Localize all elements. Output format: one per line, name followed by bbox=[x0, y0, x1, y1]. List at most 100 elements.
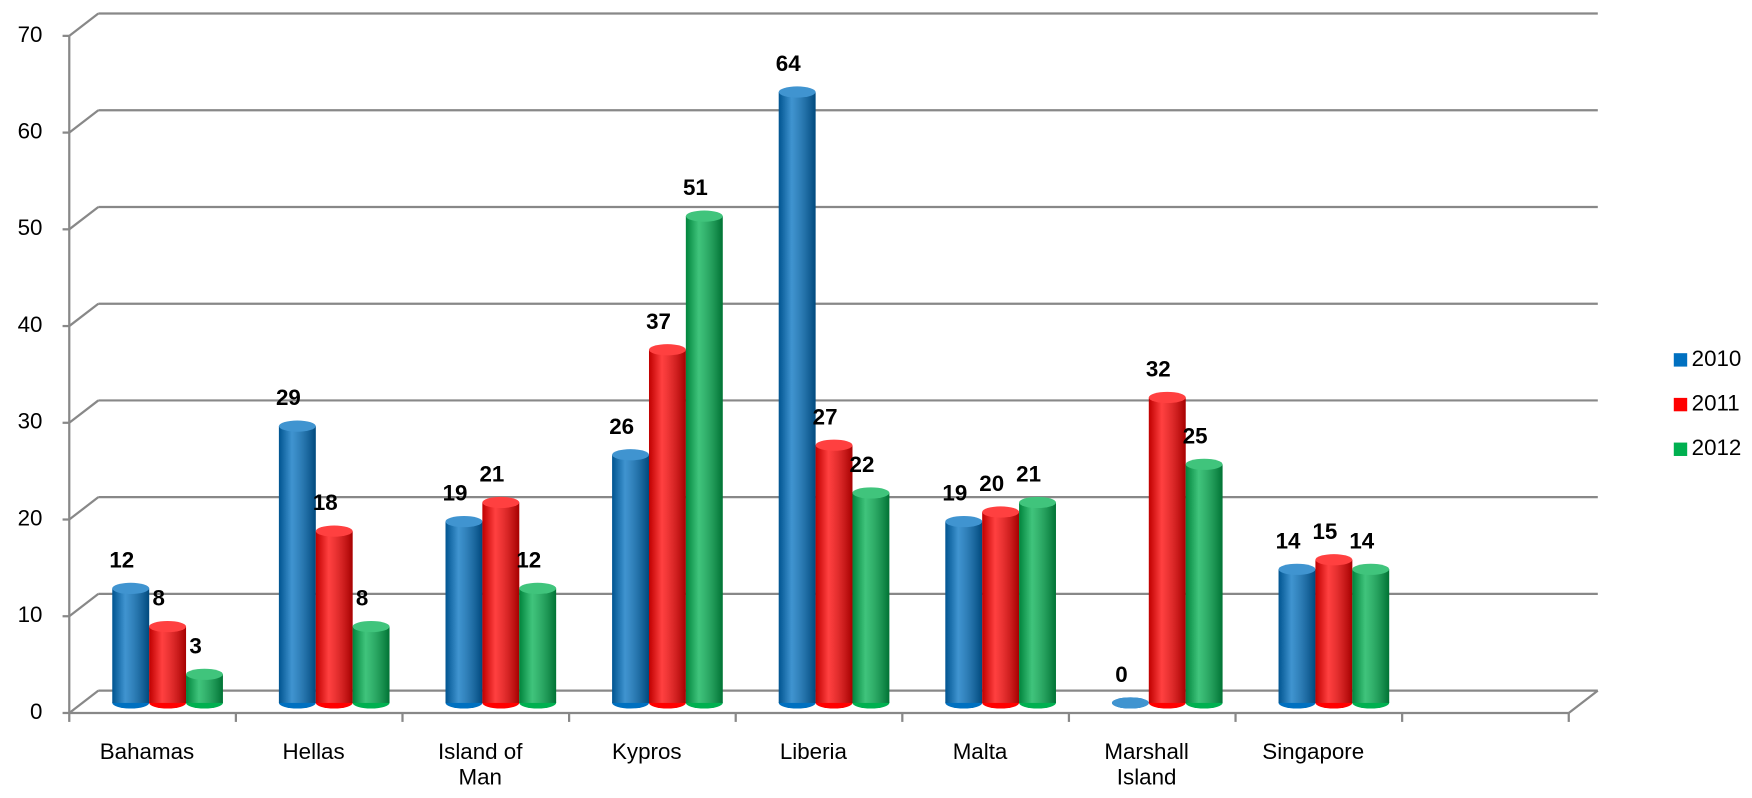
data-label: 27 bbox=[813, 404, 838, 429]
bar-shading bbox=[1315, 559, 1353, 703]
data-label: 29 bbox=[276, 385, 301, 410]
bar-shading bbox=[1019, 502, 1056, 703]
legend-swatch bbox=[1673, 442, 1688, 456]
bar-top bbox=[648, 344, 686, 356]
bar-top bbox=[945, 515, 983, 528]
bar-shading bbox=[519, 588, 557, 703]
data-label: 21 bbox=[479, 462, 504, 487]
grid-depth bbox=[68, 206, 100, 231]
bar-top bbox=[315, 525, 353, 537]
bar bbox=[1315, 554, 1353, 709]
bar bbox=[1111, 697, 1149, 709]
x-tick-label: Marshall Island bbox=[1104, 739, 1189, 791]
grid-depth bbox=[68, 109, 100, 134]
legend-label: 2010 bbox=[1692, 346, 1742, 371]
bar-top bbox=[1111, 697, 1149, 709]
grid-depth bbox=[68, 399, 100, 424]
grid-depth bbox=[68, 302, 100, 327]
data-label: 26 bbox=[609, 414, 634, 439]
bar-top bbox=[778, 86, 816, 98]
x-label-box: Bahamas bbox=[99, 739, 195, 765]
bar bbox=[519, 582, 557, 709]
bar-shading bbox=[315, 531, 353, 703]
y-tick-label: 10 bbox=[18, 602, 43, 627]
x-tick-label: Liberia bbox=[779, 739, 847, 765]
y-tick-label: 60 bbox=[18, 118, 43, 143]
y-tick-label: 20 bbox=[18, 505, 43, 530]
data-label: 8 bbox=[152, 586, 164, 611]
grid-depth bbox=[68, 12, 100, 37]
legend-label: 2012 bbox=[1692, 435, 1742, 460]
bar-shading bbox=[278, 426, 316, 703]
data-label: 25 bbox=[1183, 423, 1208, 448]
data-label: 37 bbox=[646, 309, 671, 334]
data-label: 18 bbox=[313, 490, 338, 515]
bar-top bbox=[519, 582, 557, 594]
floor-edge bbox=[1568, 689, 1599, 714]
bar bbox=[278, 420, 316, 709]
x-tick-label: Bahamas bbox=[99, 739, 195, 765]
bar bbox=[945, 515, 983, 709]
bar-top bbox=[1019, 496, 1056, 509]
bar-top bbox=[149, 620, 187, 633]
bar bbox=[612, 449, 649, 709]
x-tick-label: Malta bbox=[952, 739, 1008, 765]
bar-top bbox=[1185, 458, 1223, 470]
bar-shading bbox=[352, 626, 390, 703]
x-label-box: Kypros bbox=[612, 739, 682, 765]
data-label: 19 bbox=[443, 481, 468, 506]
bar bbox=[1185, 458, 1223, 709]
x-tick-label: Singapore bbox=[1262, 739, 1365, 765]
bar bbox=[315, 525, 353, 709]
data-label: 20 bbox=[979, 471, 1004, 496]
bar-shading bbox=[815, 445, 853, 703]
bar bbox=[352, 620, 390, 709]
bar bbox=[815, 439, 853, 709]
x-tick-label: Island of Man bbox=[437, 739, 523, 791]
x-tick-label: Kypros bbox=[612, 739, 682, 765]
bar-shading bbox=[852, 492, 890, 703]
data-label: 21 bbox=[1016, 462, 1041, 487]
bar bbox=[1278, 563, 1316, 709]
data-label: 19 bbox=[942, 481, 967, 506]
bar-top bbox=[852, 487, 890, 499]
data-label: 0 bbox=[1115, 662, 1127, 687]
grid-depth bbox=[68, 689, 100, 714]
y-tick-label: 0 bbox=[30, 699, 42, 724]
bar-shading bbox=[1352, 569, 1390, 703]
bar-top bbox=[1315, 554, 1353, 566]
bar-top bbox=[482, 496, 520, 509]
bar-shading bbox=[1185, 464, 1223, 703]
bar-top bbox=[352, 620, 390, 633]
bar-top bbox=[982, 506, 1020, 518]
legend-swatch bbox=[1673, 353, 1688, 367]
x-tick-label: Hellas bbox=[282, 739, 345, 765]
bar bbox=[149, 620, 187, 709]
y-tick-label: 70 bbox=[18, 22, 43, 47]
bar-top bbox=[186, 668, 223, 680]
bar bbox=[112, 582, 150, 709]
data-label: 3 bbox=[189, 633, 201, 658]
y-tick-label: 50 bbox=[18, 215, 43, 240]
bar-top bbox=[1148, 391, 1186, 404]
data-label: 32 bbox=[1146, 357, 1171, 382]
x-label-box: Hellas bbox=[282, 739, 345, 765]
bar bbox=[445, 515, 483, 709]
bar bbox=[982, 506, 1020, 709]
bar-shading bbox=[112, 588, 150, 703]
data-label: 22 bbox=[850, 452, 875, 477]
bar-shading bbox=[778, 92, 816, 703]
data-label: 12 bbox=[516, 547, 541, 572]
bar-top bbox=[445, 515, 483, 528]
bar-top bbox=[685, 210, 723, 222]
x-label-box: Singapore bbox=[1262, 739, 1365, 765]
bar-shading bbox=[982, 512, 1020, 703]
data-label: 64 bbox=[776, 51, 801, 76]
x-label-box: Liberia bbox=[779, 739, 847, 765]
bar bbox=[852, 487, 890, 709]
bar-shading bbox=[1278, 569, 1316, 703]
bar bbox=[1352, 563, 1390, 709]
bar-top bbox=[1278, 563, 1316, 575]
x-label-box: Island of Man bbox=[437, 739, 523, 791]
